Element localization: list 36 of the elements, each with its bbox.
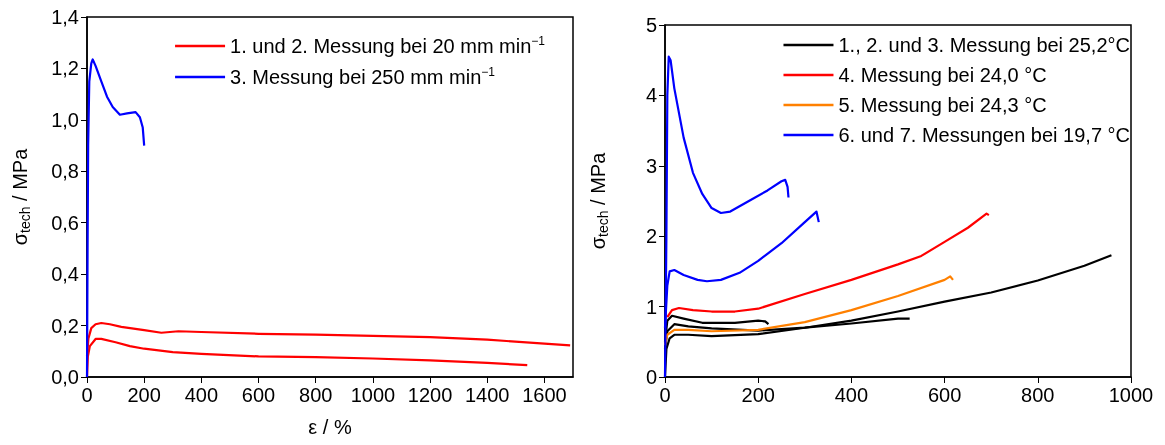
y-tick-label: 4 xyxy=(645,84,657,107)
y-tick-label: 1,0 xyxy=(51,108,79,131)
x-tick-label: 200 xyxy=(127,384,161,406)
y-tick-label: 0 xyxy=(645,366,657,388)
y-tick-label: 5 xyxy=(645,14,657,36)
x-tick-label: 600 xyxy=(927,384,962,406)
y-tick-label: 0,0 xyxy=(51,366,79,388)
y-axis-title: σtech / MPa xyxy=(587,151,611,250)
y-tick-label: 0,2 xyxy=(51,314,79,337)
y-tick-label: 1,2 xyxy=(51,57,79,80)
y-tick-label: 1,4 xyxy=(51,6,79,28)
x-tick-label: 400 xyxy=(184,384,219,406)
x-tick-label: 1000 xyxy=(350,384,396,406)
y-tick-label: 3 xyxy=(645,154,657,177)
x-tick-label: 600 xyxy=(241,384,276,406)
x-tick-label: 1600 xyxy=(522,384,567,406)
y-tick-label: 1 xyxy=(645,295,657,318)
y-tick-label: 0,6 xyxy=(51,211,79,234)
x-tick-label: 800 xyxy=(299,384,333,406)
x-tick-label: 1200 xyxy=(407,384,453,406)
x-tick-label: 1400 xyxy=(464,384,510,406)
y-axis-title: σtech / MPa xyxy=(9,147,33,246)
x-tick-label: 200 xyxy=(741,384,775,406)
y-tick-label: 2 xyxy=(645,225,657,248)
legend-label: 4. Messung bei 24,0 °C xyxy=(838,64,1047,86)
x-tick-label: 1000 xyxy=(1108,384,1154,406)
x-tick-label: 400 xyxy=(834,384,869,406)
x-axis-title: ε / % xyxy=(308,416,352,438)
legend-label: 5. Messung bei 24,3 °C xyxy=(838,94,1047,116)
y-tick-label: 0,4 xyxy=(51,263,79,286)
x-tick-label: 800 xyxy=(1021,384,1055,406)
legend-label: 1., 2. und 3. Messung bei 25,2°C xyxy=(838,34,1130,56)
x-tick-label: 0 xyxy=(659,384,671,406)
legend-label: 6. und 7. Messungen bei 19,7 °C xyxy=(838,124,1131,146)
y-tick-label: 0,8 xyxy=(51,160,79,183)
x-tick-label: 0 xyxy=(81,384,93,406)
